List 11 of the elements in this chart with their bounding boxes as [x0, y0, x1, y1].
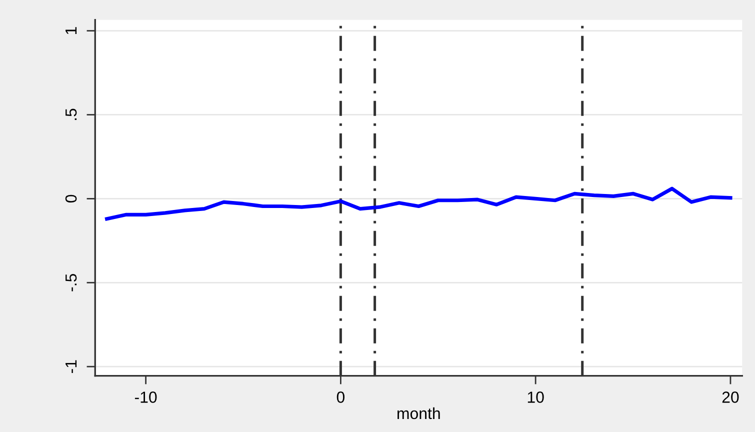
- line-series: [105, 186, 732, 221]
- y-tick-label: 0: [65, 194, 77, 203]
- y-tick-label: .5: [66, 108, 77, 120]
- x-tick-label: 10: [528, 392, 544, 403]
- y-tick-label: -1: [66, 360, 77, 373]
- y-tick-label: -.5: [66, 274, 77, 292]
- x-tick-label: 20: [722, 392, 739, 403]
- x-tick-label: 0: [336, 392, 345, 403]
- x-tick-label: -10: [134, 392, 157, 403]
- x-axis-title: month: [398, 407, 440, 420]
- y-tick-label: 1: [66, 27, 77, 34]
